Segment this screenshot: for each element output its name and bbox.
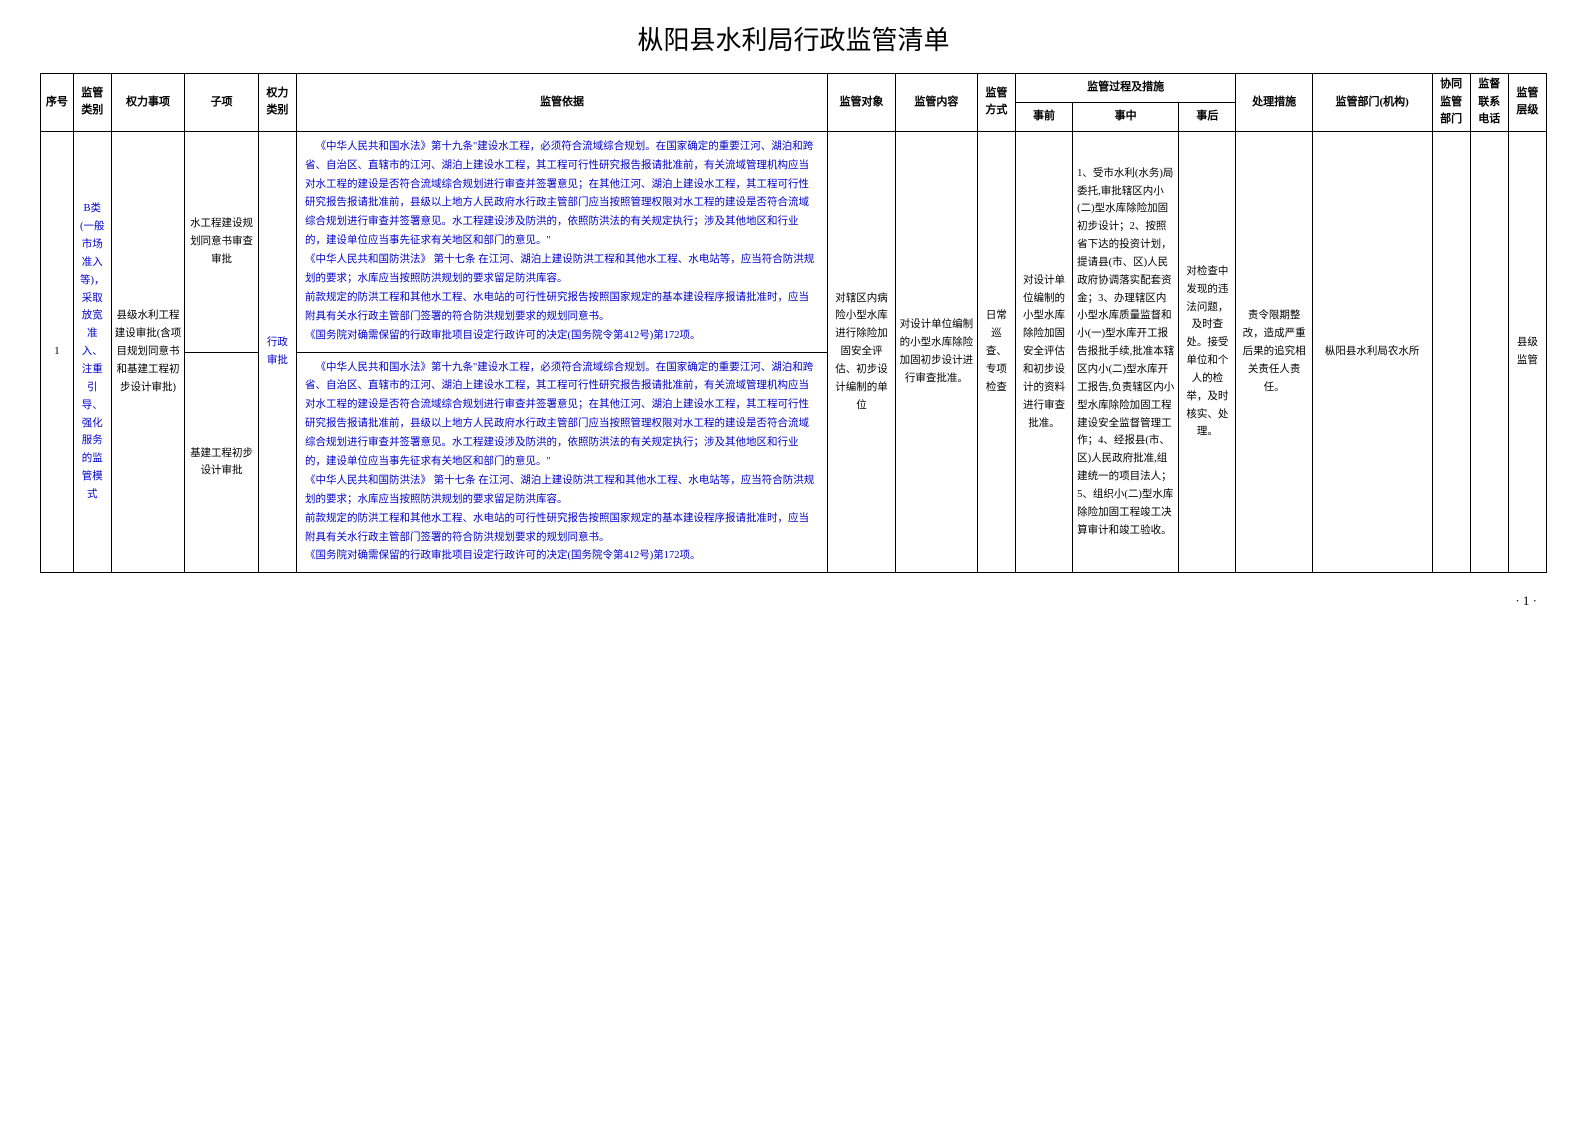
cell-contact [1470, 131, 1508, 573]
page-number: · 1 · [40, 593, 1547, 609]
cell-power-item: 县级水利工程建设审批(含项目规划同意书和基建工程初步设计审批) [111, 131, 185, 573]
cell-category: B类(一般市场准入等)，采取放宽准入、注重引导、强化服务的监管模式 [73, 131, 111, 573]
th-category: 监管类别 [73, 74, 111, 132]
th-seq: 序号 [41, 74, 74, 132]
th-target: 监管对象 [828, 74, 896, 132]
cell-sub-top: 水工程建设规划同意书审查审批 [185, 131, 259, 352]
cell-measure: 责令限期整改，造成严重后果的追究相关责任人责任。 [1236, 131, 1312, 573]
basis-top-text: 《中华人民共和国水法》第十九条"建设水工程，必须符合流域综合规划。在国家确定的重… [305, 138, 819, 346]
page-title: 枞阳县水利局行政监管清单 [40, 20, 1547, 57]
cell-seq: 1 [41, 131, 74, 573]
th-contact: 监督联系电话 [1470, 74, 1508, 132]
th-before: 事前 [1015, 102, 1072, 131]
cell-method: 日常巡查、专项检查 [977, 131, 1015, 573]
th-measure: 处理措施 [1236, 74, 1312, 132]
cell-during: 1、受市水利(水务)局委托,审批辖区内小(二)型水库除险加固初步设计；2、按照省… [1073, 131, 1179, 573]
th-power-type: 权力类别 [258, 74, 296, 132]
supervision-table: 序号 监管类别 权力事项 子项 权力类别 监管依据 监管对象 监管内容 监管方式… [40, 73, 1547, 573]
th-level: 监管层级 [1508, 74, 1546, 132]
cell-power-type: 行政审批 [258, 131, 296, 573]
cell-basis-top: 《中华人民共和国水法》第十九条"建设水工程，必须符合流域综合规划。在国家确定的重… [296, 131, 827, 352]
basis-bottom-text: 《中华人民共和国水法》第十九条"建设水工程，必须符合流域综合规划。在国家确定的重… [305, 359, 819, 567]
th-sub-item: 子项 [185, 74, 259, 132]
cell-content: 对设计单位编制的小型水库除险加固初步设计进行审查批准。 [896, 131, 978, 573]
th-method: 监管方式 [977, 74, 1015, 132]
th-basis: 监管依据 [296, 74, 827, 132]
th-power-item: 权力事项 [111, 74, 185, 132]
cell-level: 县级监管 [1508, 131, 1546, 573]
cell-target: 对辖区内病险小型水库进行除险加固安全评估、初步设计编制的单位 [828, 131, 896, 573]
th-during: 事中 [1073, 102, 1179, 131]
cell-basis-bottom: 《中华人民共和国水法》第十九条"建设水工程，必须符合流域综合规划。在国家确定的重… [296, 352, 827, 573]
cell-sub-bottom: 基建工程初步设计审批 [185, 352, 259, 573]
cell-coop [1432, 131, 1470, 573]
cell-before: 对设计单位编制的小型水库除险加固安全评估和初步设计的资料进行审查批准。 [1015, 131, 1072, 573]
th-coop: 协同监管部门 [1432, 74, 1470, 132]
th-process: 监管过程及措施 [1015, 74, 1236, 103]
cell-dept: 枞阳县水利局农水所 [1312, 131, 1432, 573]
cell-after: 对检查中发现的违法问题，及时查处。接受单位和个人的检举，及时核实、处理。 [1179, 131, 1236, 573]
th-dept: 监管部门(机构) [1312, 74, 1432, 132]
th-after: 事后 [1179, 102, 1236, 131]
th-content: 监管内容 [896, 74, 978, 132]
